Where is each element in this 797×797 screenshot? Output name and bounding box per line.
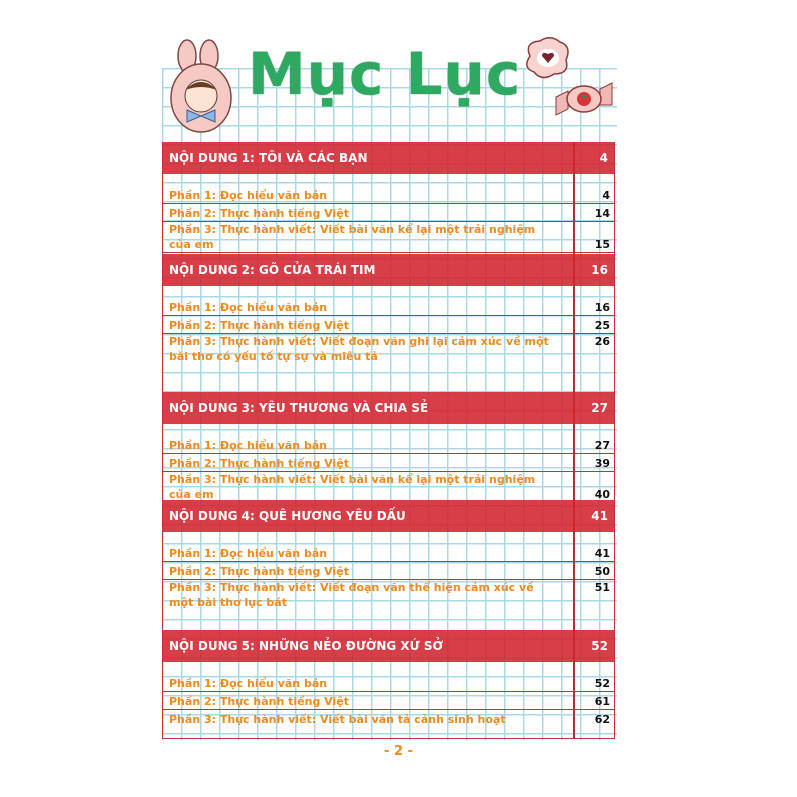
toc-item[interactable]: Phần 1: Đọc hiểu văn bản 27: [163, 436, 614, 454]
toc-section-1: NỘI DUNG 1: TÔI VÀ CÁC BẠN 4 Phần 1: Đọc …: [163, 142, 614, 253]
toc-item[interactable]: Phần 3: Thực hành viết: Viết đoạn văn th…: [163, 580, 614, 610]
toc-item[interactable]: Phần 3: Thực hành viết: Viết đoạn văn gh…: [163, 334, 614, 364]
section-header[interactable]: NỘI DUNG 3: YÊU THƯƠNG VÀ CHIA SẺ 27: [163, 392, 614, 424]
section-header[interactable]: NỘI DUNG 4: QUÊ HƯƠNG YÊU DẤU 41: [163, 500, 614, 532]
toc-item[interactable]: Phần 1: Đọc hiểu văn bản 41: [163, 544, 614, 562]
toc-section-2: NỘI DUNG 2: GÕ CỬA TRÁI TIM 16 Phần 1: Đọ…: [163, 254, 614, 364]
item-page: 26: [594, 335, 610, 348]
section-page: 16: [591, 263, 608, 277]
page-column-divider: [573, 142, 575, 738]
item-page: 16: [594, 301, 610, 314]
toc-item[interactable]: Phần 1: Đọc hiểu văn bản 16: [163, 298, 614, 316]
section-header[interactable]: NỘI DUNG 2: GÕ CỬA TRÁI TIM 16: [163, 254, 614, 286]
section-page: 27: [591, 401, 608, 415]
page-title: Mục Lục: [248, 40, 522, 108]
item-label: Phần 2: Thực hành tiếng Việt: [169, 457, 349, 470]
section-title: NỘI DUNG 2: GÕ CỬA TRÁI TIM: [169, 263, 376, 277]
toc-item[interactable]: Phần 3: Thực hành viết: Viết bài văn tả …: [163, 710, 614, 727]
toc-item[interactable]: Phần 2: Thực hành tiếng Việt 25: [163, 316, 614, 334]
toc-section-4: NỘI DUNG 4: QUÊ HƯƠNG YÊU DẤU 41 Phần 1: …: [163, 500, 614, 610]
section-title: NỘI DUNG 1: TÔI VÀ CÁC BẠN: [169, 151, 368, 165]
item-page: 39: [594, 457, 610, 470]
item-label: Phần 3: Thực hành viết: Viết bài văn tả …: [169, 713, 506, 726]
heart-cookie-sticker-icon: [526, 37, 569, 79]
bunny-girl-sticker-icon: [170, 39, 232, 133]
item-page: 61: [594, 695, 610, 708]
section-page: 41: [591, 509, 608, 523]
item-label: Phần 3: Thực hành viết: Viết bài văn kể …: [169, 223, 536, 251]
item-label: Phần 3: Thực hành viết: Viết đoạn văn gh…: [169, 335, 549, 363]
item-label: Phần 2: Thực hành tiếng Việt: [169, 319, 349, 332]
item-label: Phần 2: Thực hành tiếng Việt: [169, 207, 349, 220]
item-page: 40: [594, 488, 610, 501]
item-page: 51: [594, 581, 610, 594]
item-label: Phần 1: Đọc hiểu văn bản: [169, 439, 328, 452]
toc-item[interactable]: Phần 1: Đọc hiểu văn bản 4: [163, 186, 614, 204]
item-page: 27: [594, 439, 610, 452]
toc-item[interactable]: Phần 2: Thực hành tiếng Việt 61: [163, 692, 614, 710]
page-number: - 2 -: [384, 744, 413, 759]
toc-item[interactable]: Phần 3: Thực hành viết: Viết bài văn kể …: [163, 472, 614, 502]
item-page: 41: [594, 547, 610, 560]
item-page: 52: [594, 677, 610, 690]
item-page: 4: [602, 189, 610, 202]
table-of-contents: NỘI DUNG 1: TÔI VÀ CÁC BẠN 4 Phần 1: Đọc …: [162, 142, 615, 739]
section-page: 52: [591, 639, 608, 653]
item-label: Phần 1: Đọc hiểu văn bản: [169, 189, 328, 202]
section-title: NỘI DUNG 3: YÊU THƯƠNG VÀ CHIA SẺ: [169, 401, 429, 415]
item-label: Phần 1: Đọc hiểu văn bản: [169, 301, 328, 314]
toc-section-5: NỘI DUNG 5: NHỮNG NẺO ĐƯỜNG XỨ SỞ 52 Phần…: [163, 630, 614, 727]
item-page: 25: [594, 319, 610, 332]
toc-item[interactable]: Phần 2: Thực hành tiếng Việt 39: [163, 454, 614, 472]
toc-item[interactable]: Phần 3: Thực hành viết: Viết bài văn kể …: [163, 222, 614, 253]
section-header[interactable]: NỘI DUNG 1: TÔI VÀ CÁC BẠN 4: [163, 142, 614, 174]
section-header[interactable]: NỘI DUNG 5: NHỮNG NẺO ĐƯỜNG XỨ SỞ 52: [163, 630, 614, 662]
toc-item[interactable]: Phần 2: Thực hành tiếng Việt 14: [163, 204, 614, 222]
item-label: Phần 1: Đọc hiểu văn bản: [169, 677, 328, 690]
item-page: 15: [594, 238, 610, 251]
section-title: NỘI DUNG 4: QUÊ HƯƠNG YÊU DẤU: [169, 509, 406, 523]
item-page: 50: [594, 565, 610, 578]
item-label: Phần 3: Thực hành viết: Viết đoạn văn th…: [169, 581, 534, 609]
item-label: Phần 2: Thực hành tiếng Việt: [169, 565, 349, 578]
toc-section-3: NỘI DUNG 3: YÊU THƯƠNG VÀ CHIA SẺ 27 Phần…: [163, 392, 614, 502]
section-page: 4: [599, 151, 608, 165]
item-page: 62: [594, 713, 610, 726]
toc-item[interactable]: Phần 1: Đọc hiểu văn bản 52: [163, 674, 614, 692]
item-label: Phần 1: Đọc hiểu văn bản: [169, 547, 328, 560]
strawberry-candy-sticker-icon: [555, 82, 613, 116]
toc-item[interactable]: Phần 2: Thực hành tiếng Việt 50: [163, 562, 614, 580]
item-label: Phần 3: Thực hành viết: Viết bài văn kể …: [169, 473, 536, 501]
item-page: 14: [594, 207, 610, 220]
section-title: NỘI DUNG 5: NHỮNG NẺO ĐƯỜNG XỨ SỞ: [169, 639, 444, 653]
item-label: Phần 2: Thực hành tiếng Việt: [169, 695, 349, 708]
